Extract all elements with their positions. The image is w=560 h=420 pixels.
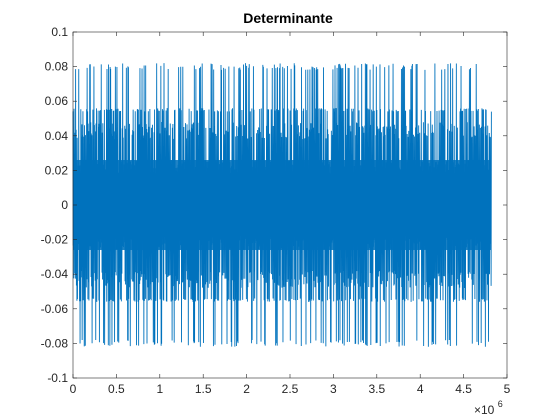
x-tick-label: 2.5 bbox=[282, 382, 299, 396]
y-tick-label: 0 bbox=[61, 198, 68, 212]
x-tick-label: 2 bbox=[243, 382, 250, 396]
y-tick-label: -0.08 bbox=[41, 336, 69, 350]
x-tick-label: 3.5 bbox=[368, 382, 385, 396]
y-tick-label: -0.04 bbox=[41, 267, 69, 281]
x-axis-multiplier: ×10 6 bbox=[474, 399, 503, 417]
x-tick-label: 1.5 bbox=[195, 382, 212, 396]
y-tick-label: 0.04 bbox=[45, 129, 69, 143]
x-tick-label: 4.5 bbox=[455, 382, 472, 396]
y-axis-ticks: -0.1 -0.08 -0.06 -0.04 -0.02 0 0.02 0.04 0.06 0.0… bbox=[41, 25, 507, 385]
y-tick-label: -0.06 bbox=[41, 302, 69, 316]
y-tick-label: 0.02 bbox=[45, 163, 69, 177]
y-tick-label: 0.08 bbox=[45, 60, 69, 74]
y-tick-label: 0.1 bbox=[51, 25, 68, 39]
svg-text:×10 6: ×10 6 bbox=[474, 399, 503, 417]
x-tick-label: 0 bbox=[70, 382, 77, 396]
x-multiplier-base: ×10 bbox=[474, 403, 495, 417]
y-tick-label: -0.02 bbox=[41, 233, 69, 247]
y-tick-label: 0.06 bbox=[45, 94, 69, 108]
series-core-band bbox=[73, 160, 492, 250]
x-tick-label: 0.5 bbox=[108, 382, 125, 396]
x-tick-label: 5 bbox=[504, 382, 511, 396]
chart-title: Determinante bbox=[243, 10, 333, 26]
x-multiplier-exponent: 6 bbox=[498, 399, 503, 409]
x-tick-label: 3 bbox=[330, 382, 337, 396]
x-axis-ticks: 0 0.5 1 1.5 2 2.5 3 3.5 4 4.5 5 bbox=[70, 32, 511, 396]
x-tick-label: 4 bbox=[417, 382, 424, 396]
y-tick-label: -0.1 bbox=[47, 371, 68, 385]
series-layer bbox=[72, 63, 492, 347]
x-tick-label: 1 bbox=[156, 382, 163, 396]
